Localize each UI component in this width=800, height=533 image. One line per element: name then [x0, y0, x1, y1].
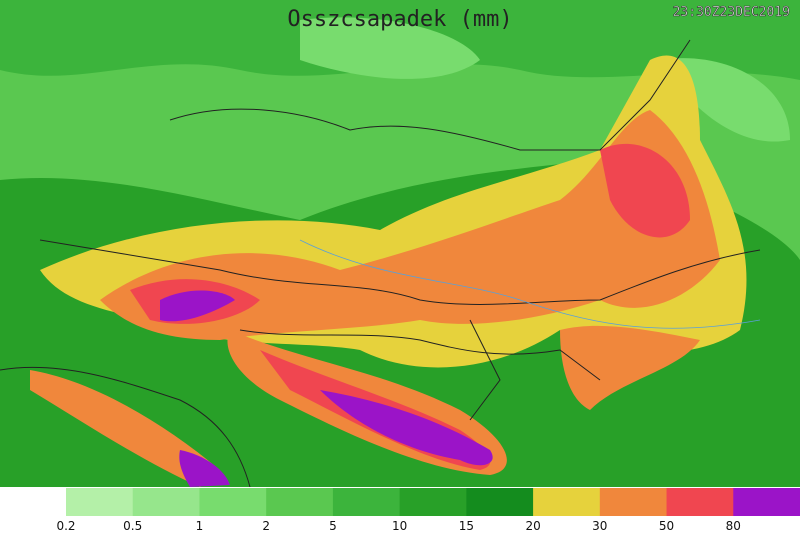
legend-swatch	[66, 488, 134, 516]
precip-area	[560, 325, 700, 410]
precip-area	[600, 143, 690, 238]
timestamp: 23:30Z23DEC2019	[673, 5, 790, 20]
legend-swatch	[466, 488, 534, 516]
river	[299, 239, 761, 329]
legend-label: 15	[459, 519, 474, 533]
legend-label: 50	[659, 519, 674, 533]
precip-area	[30, 370, 220, 487]
legend-swatch	[199, 488, 267, 516]
border	[39, 239, 761, 305]
legend: 0.2 0.5 1 2 5 10 15 20 30 50 80	[56, 488, 800, 533]
precip-area	[100, 110, 720, 340]
legend-label: 80	[726, 519, 741, 533]
legend-swatch	[332, 488, 401, 516]
precip-area	[160, 290, 235, 322]
legend-swatch	[132, 488, 200, 516]
legend-swatch	[666, 488, 734, 516]
legend-label: 0.2	[56, 519, 75, 533]
legend-label: 20	[525, 519, 540, 533]
legend-swatch	[399, 488, 467, 516]
legend-label: 5	[329, 519, 337, 533]
precip-area	[660, 58, 790, 142]
map-title: Osszcsapadek (mm)	[287, 7, 512, 32]
legend-swatch	[266, 488, 334, 516]
precipitation-map: Osszcsapadek (mm) 23:30Z23DEC2019	[0, 0, 800, 488]
precip-area	[179, 450, 230, 487]
precip-area	[300, 17, 480, 79]
legend-label: 10	[392, 519, 407, 533]
precip-area	[320, 390, 493, 466]
legend-label: 2	[262, 519, 270, 533]
border	[239, 329, 601, 381]
legend-swatch	[533, 488, 601, 516]
legend-swatch	[733, 488, 800, 516]
border	[169, 39, 691, 151]
legend-label: 0.5	[123, 519, 142, 533]
legend-label: 30	[592, 519, 607, 533]
legend-label: 1	[196, 519, 204, 533]
border	[0, 366, 251, 488]
border	[469, 319, 501, 421]
legend-swatch	[599, 488, 668, 516]
